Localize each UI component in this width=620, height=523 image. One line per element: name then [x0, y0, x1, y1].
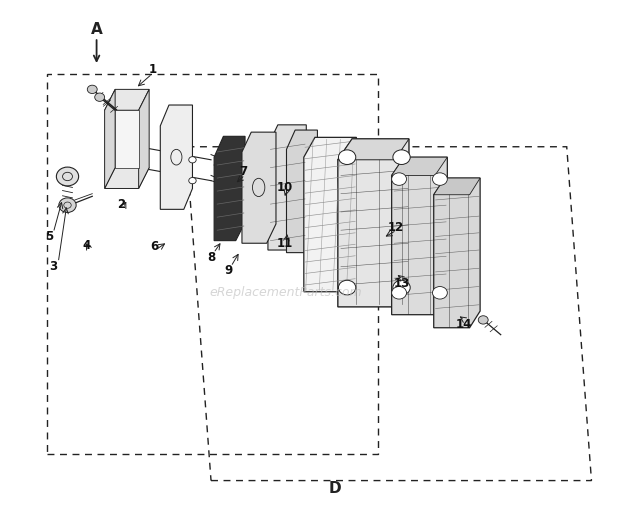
Circle shape — [478, 316, 488, 324]
Circle shape — [393, 150, 410, 164]
Circle shape — [95, 93, 105, 101]
Circle shape — [433, 287, 448, 299]
Text: 1: 1 — [148, 63, 156, 76]
Text: 3: 3 — [49, 260, 57, 273]
Circle shape — [392, 287, 407, 299]
Polygon shape — [338, 139, 409, 160]
Polygon shape — [304, 138, 356, 292]
Circle shape — [392, 173, 407, 185]
Text: 9: 9 — [224, 265, 232, 277]
Text: 10: 10 — [277, 181, 293, 194]
Text: 2: 2 — [117, 198, 125, 211]
Polygon shape — [115, 110, 139, 167]
Text: 14: 14 — [455, 317, 472, 331]
Text: A: A — [91, 22, 102, 37]
Polygon shape — [268, 125, 306, 250]
Text: 13: 13 — [394, 277, 410, 290]
Circle shape — [433, 173, 448, 185]
Text: eReplacementParts.com: eReplacementParts.com — [209, 286, 361, 299]
Text: 11: 11 — [277, 237, 293, 251]
Polygon shape — [392, 157, 448, 315]
Text: D: D — [329, 481, 341, 496]
Circle shape — [56, 167, 79, 186]
Circle shape — [339, 150, 356, 164]
Polygon shape — [105, 167, 149, 188]
Polygon shape — [105, 89, 149, 110]
Circle shape — [188, 177, 196, 184]
Polygon shape — [214, 137, 245, 241]
Polygon shape — [392, 157, 448, 175]
Circle shape — [59, 198, 76, 212]
Text: 4: 4 — [82, 240, 90, 253]
Text: 8: 8 — [207, 251, 215, 264]
Polygon shape — [242, 132, 276, 243]
Polygon shape — [434, 178, 480, 328]
Text: 5: 5 — [45, 230, 53, 243]
Circle shape — [87, 85, 97, 94]
Text: 12: 12 — [388, 221, 404, 234]
Polygon shape — [434, 178, 480, 195]
Polygon shape — [338, 139, 409, 307]
Circle shape — [339, 280, 356, 295]
Polygon shape — [139, 89, 149, 188]
Polygon shape — [286, 130, 317, 253]
Circle shape — [393, 280, 410, 295]
Circle shape — [188, 157, 196, 163]
Text: 6: 6 — [150, 241, 158, 254]
Text: 7: 7 — [239, 165, 247, 178]
Polygon shape — [105, 89, 115, 188]
Polygon shape — [161, 105, 192, 209]
